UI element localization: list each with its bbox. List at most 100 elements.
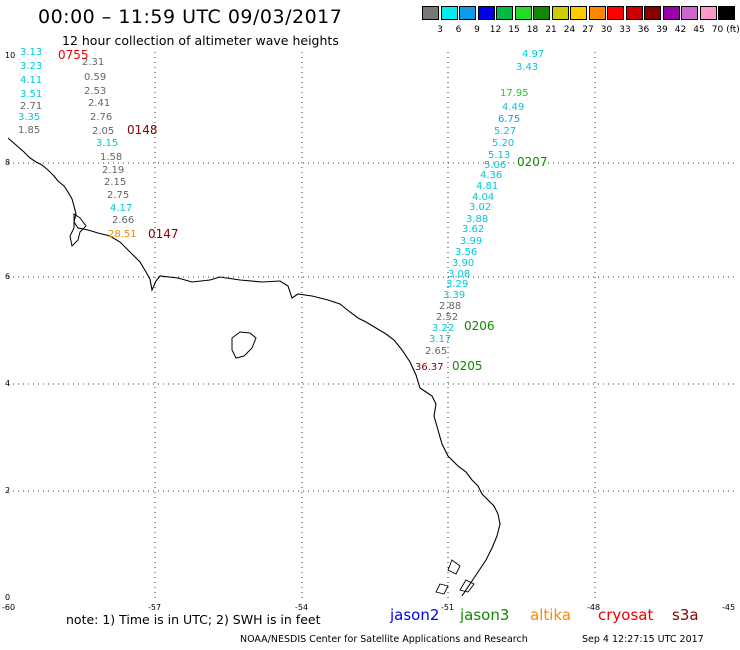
swh-value: 3.02 xyxy=(469,202,492,213)
swh-value: 2.52 xyxy=(436,312,459,323)
legend-swatch xyxy=(718,6,735,20)
swh-value: 3.29 xyxy=(446,279,469,290)
swh-value: 1.58 xyxy=(100,152,123,163)
legend-label: 30 xyxy=(600,25,613,35)
swh-value: 17.95 xyxy=(500,88,529,99)
legend-swatch xyxy=(588,6,606,20)
swh-value: 3.35 xyxy=(18,112,41,123)
swh-value: 3.90 xyxy=(452,258,475,269)
legend-swatch xyxy=(533,6,550,20)
swh-value: 5.27 xyxy=(494,126,517,137)
swh-value: 2.65 xyxy=(425,346,448,357)
swh-value: 3.51 xyxy=(20,89,43,100)
swh-value: 5.20 xyxy=(492,138,515,149)
legend-swatch xyxy=(459,6,476,20)
swh-value: 4.04 xyxy=(472,192,495,203)
credit-line: NOAA/NESDIS Center for Satellite Applica… xyxy=(240,634,528,645)
swh-value: 3.62 xyxy=(462,224,485,235)
latitude-tick-label: 4 xyxy=(5,379,11,388)
swh-value: 3.13 xyxy=(20,47,43,58)
legend-swatch xyxy=(496,6,513,20)
swh-value: 2.71 xyxy=(20,101,43,112)
swh-value: 4.81 xyxy=(476,181,499,192)
legend-swatch xyxy=(514,6,532,20)
satellite-jason2: jason2 xyxy=(390,606,440,624)
legend-label: 12 xyxy=(489,25,502,35)
swh-value: 3.08 xyxy=(448,269,471,280)
swh-value: 2.31 xyxy=(82,57,105,68)
swh-value: 1.85 xyxy=(18,125,41,136)
legend-label: 15 xyxy=(508,25,520,35)
legend-label: 33 xyxy=(619,25,631,35)
longitude-tick-label: -57 xyxy=(148,603,162,612)
latitude-tick-label: 0 xyxy=(5,593,11,602)
legend-swatch xyxy=(644,6,661,20)
swh-value: 2.05 xyxy=(92,126,115,137)
coastline-inlet-detail xyxy=(69,213,87,248)
longitude-tick-label: -54 xyxy=(295,603,309,612)
pass-time-label: 0147 xyxy=(148,227,179,241)
swh-value: 2.41 xyxy=(88,98,111,109)
legend-unit: (ft) xyxy=(726,25,740,35)
satellite-altika: altika xyxy=(530,606,572,624)
legend-label: 45 xyxy=(693,25,705,35)
legend-label: 3 xyxy=(437,25,443,35)
legend-label: 9 xyxy=(474,25,480,35)
swh-value: 2.76 xyxy=(90,112,113,123)
coastline xyxy=(7,137,501,597)
legend-swatch xyxy=(551,6,569,20)
swh-value: 2.15 xyxy=(104,177,127,188)
pass-time-label: 0206 xyxy=(464,319,495,333)
satellite-cryosat: cryosat xyxy=(598,606,654,624)
coastal-islands xyxy=(435,559,475,595)
swh-value: 2.66 xyxy=(112,215,135,226)
legend-label: 24 xyxy=(563,25,576,35)
legend-swatch xyxy=(625,6,643,20)
satellite-jason3: jason3 xyxy=(460,606,510,624)
swh-value: 4.97 xyxy=(522,49,545,60)
swh-value: 6.75 xyxy=(498,114,521,125)
legend-swatch xyxy=(477,6,495,20)
pass-time-label: 0205 xyxy=(452,359,483,373)
latitude-tick-label: 10 xyxy=(5,51,16,60)
legend-label: 42 xyxy=(674,25,687,35)
swh-value: 28.51 xyxy=(108,229,137,240)
swh-value: 4.49 xyxy=(502,102,525,113)
swh-value: 2.88 xyxy=(439,301,462,312)
legend-label: 70 xyxy=(711,25,724,35)
generation-timestamp: Sep 4 12:27:15 UTC 2017 xyxy=(582,634,704,645)
swh-value: 2.75 xyxy=(107,190,130,201)
pass-time-label: 0148 xyxy=(127,123,158,137)
swh-value: 3.99 xyxy=(460,236,483,247)
swh-value: 4.11 xyxy=(20,75,43,86)
swh-value: 3.17 xyxy=(429,334,452,345)
swh-value: 3.56 xyxy=(455,247,478,258)
map-title: 00:00 – 11:59 UTC 09/03/2017 xyxy=(38,6,343,28)
legend-label: 21 xyxy=(545,25,557,35)
lat-lon-grid xyxy=(8,52,735,598)
satellite-s3a: s3a xyxy=(672,606,699,624)
swh-value: 2.19 xyxy=(102,165,125,176)
legend-swatch xyxy=(422,6,439,20)
longitude-tick-label: -48 xyxy=(587,603,601,612)
legend-label: 6 xyxy=(455,25,462,35)
legend-swatch xyxy=(607,6,624,20)
swh-value: 3.22 xyxy=(432,323,455,334)
swh-value: 3.39 xyxy=(443,290,466,301)
legend-swatch xyxy=(662,6,680,20)
swh-value: 5.13 xyxy=(488,150,511,161)
swh-value: 5.06 xyxy=(484,160,507,171)
latitude-tick-label: 6 xyxy=(5,272,11,281)
pass-time-label: 0755 xyxy=(58,48,89,62)
legend-swatch xyxy=(570,6,587,20)
swh-value: 3.15 xyxy=(96,138,119,149)
longitude-tick-label: -45 xyxy=(722,603,736,612)
latitude-tick-label: 2 xyxy=(5,486,11,495)
legend-swatch xyxy=(681,6,698,20)
units-note: note: 1) Time is in UTC; 2) SWH is in fe… xyxy=(66,612,321,627)
longitude-tick-label: -51 xyxy=(441,603,455,612)
legend-label: 27 xyxy=(582,25,594,35)
map-subtitle: 12 hour collection of altimeter wave hei… xyxy=(62,33,339,48)
swh-value: 36.37 xyxy=(415,362,444,373)
